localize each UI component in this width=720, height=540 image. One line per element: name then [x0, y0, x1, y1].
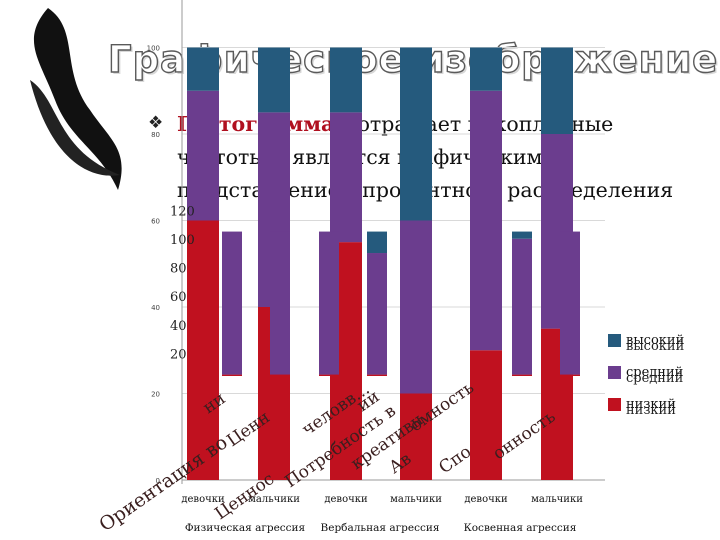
x-category-label: девочки: [181, 494, 225, 505]
x-group-label: Физическая агрессия: [185, 522, 306, 534]
overlay-bar-mid: [319, 231, 339, 375]
bar-segment-высокий: [470, 47, 502, 91]
y-tick-label: 80: [151, 131, 160, 139]
legend-label: низкий: [626, 397, 676, 412]
overlay-bar-low: [222, 374, 242, 376]
bar-segment-высокий: [330, 47, 362, 113]
legend-label-overlay: высокий: [626, 339, 685, 354]
legend-label: высокий: [626, 333, 685, 348]
overlay-bar-low: [560, 374, 580, 376]
overlay-bar-high: [512, 231, 532, 239]
y-tick-label-overlay: 40: [170, 319, 187, 334]
overlay-bar-mid: [367, 253, 387, 375]
x-category-fragment: Спо: [435, 442, 475, 478]
x-category-label: девочки: [464, 494, 508, 505]
bar-segment-высокий: [541, 47, 573, 134]
bar-segment-средний: [400, 220, 432, 394]
overlay-bar-low: [319, 374, 339, 376]
bar-segment-низкий: [187, 220, 219, 480]
y-tick-label-overlay: 80: [170, 262, 187, 277]
bar-segment-низкий: [470, 350, 502, 480]
y-tick-label: 100: [147, 45, 160, 53]
legend-label-overlay: низкий: [626, 403, 676, 418]
x-category-label: мальчики: [248, 494, 300, 505]
y-tick-label: 20: [151, 391, 160, 399]
x-group-label: Вербальная агрессия: [321, 522, 440, 534]
bar-segment-средний: [470, 90, 502, 351]
bar-segment-высокий: [258, 47, 290, 113]
y-tick-label-overlay: 120: [170, 204, 195, 219]
overlay-bar-mid: [560, 231, 580, 375]
bar-segment-средний: [330, 112, 362, 243]
bar-segment-высокий: [187, 47, 219, 91]
overlay-bar-low: [270, 374, 290, 376]
overlay-bar-low: [367, 374, 387, 376]
legend-label-overlay: средний: [626, 371, 684, 386]
bar-segment-высокий: [400, 47, 432, 221]
x-category-fragment: Ориентация во: [95, 431, 231, 536]
x-category-label: девочки: [324, 494, 368, 505]
diamond-bullet-icon: ❖: [148, 113, 164, 133]
overlay-bar-mid: [270, 231, 290, 375]
overlay-bar-mid: [512, 238, 532, 375]
legend-label: средний: [626, 365, 684, 380]
legend-swatch: [608, 398, 621, 411]
legend-swatch: [608, 334, 621, 347]
y-tick-label-overlay: 20: [170, 347, 187, 362]
y-tick-label: 0: [156, 477, 160, 485]
bar-segment-низкий: [400, 393, 432, 480]
y-tick-label: 60: [151, 218, 160, 226]
bar-segment-средний: [187, 90, 219, 221]
y-tick-label-overlay: 60: [170, 290, 187, 305]
overlay-bar-high: [367, 231, 387, 254]
legend-swatch: [608, 366, 621, 379]
x-group-label: Косвенная агрессия: [464, 522, 577, 534]
x-category-label: мальчики: [390, 494, 442, 505]
y-tick-label-overlay: 100: [170, 233, 195, 248]
decorative-swirl: [30, 8, 122, 190]
x-category-label: мальчики: [531, 494, 583, 505]
y-tick-label: 40: [151, 304, 160, 312]
overlay-bar-mid: [222, 231, 242, 375]
overlay-bar-low: [512, 374, 532, 376]
